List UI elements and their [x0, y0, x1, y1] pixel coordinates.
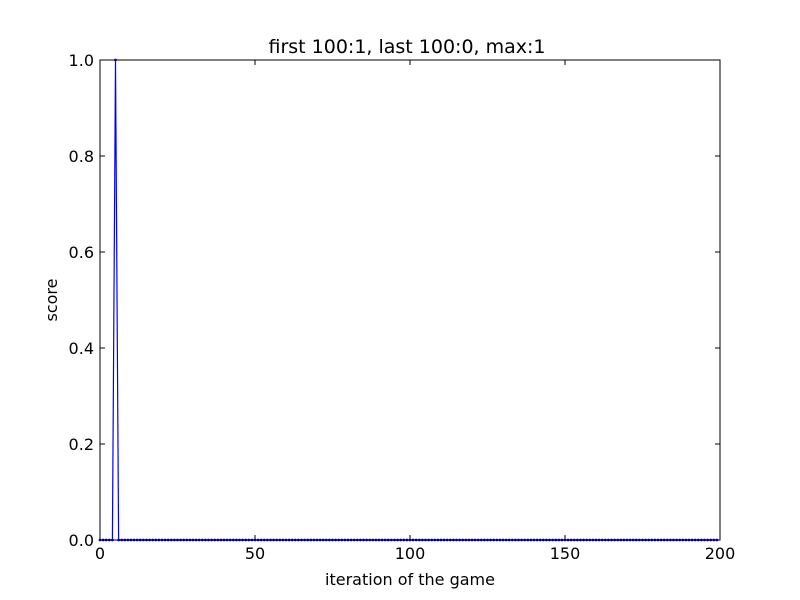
x-tick-label: 50: [245, 544, 265, 563]
plot-area: [98, 58, 719, 542]
series-line: [100, 59, 717, 541]
y-tick-label: 1.0: [69, 51, 94, 70]
x-axis-label: iteration of the game: [325, 570, 495, 589]
plot-frame: [99, 59, 721, 541]
x-tick-label: 150: [550, 544, 581, 563]
x-tick-label: 0: [95, 544, 105, 563]
chart-title: first 100:1, last 100:0, max:1: [268, 36, 545, 58]
series-markers: [98, 58, 719, 542]
y-tick-label: 0.6: [69, 243, 94, 262]
y-tick-label: 0.2: [69, 435, 94, 454]
y-axis-label: score: [42, 279, 61, 322]
y-tick-label: 0.0: [69, 531, 94, 550]
x-tick-label: 100: [395, 544, 426, 563]
axis-ticks: 0 50 100 150 200 0.0 0.2 0.4 0.6 0.8 1.0: [69, 51, 736, 563]
y-tick-label: 0.8: [69, 147, 94, 166]
y-tick-label: 0.4: [69, 339, 94, 358]
x-tick-label: 200: [705, 544, 736, 563]
